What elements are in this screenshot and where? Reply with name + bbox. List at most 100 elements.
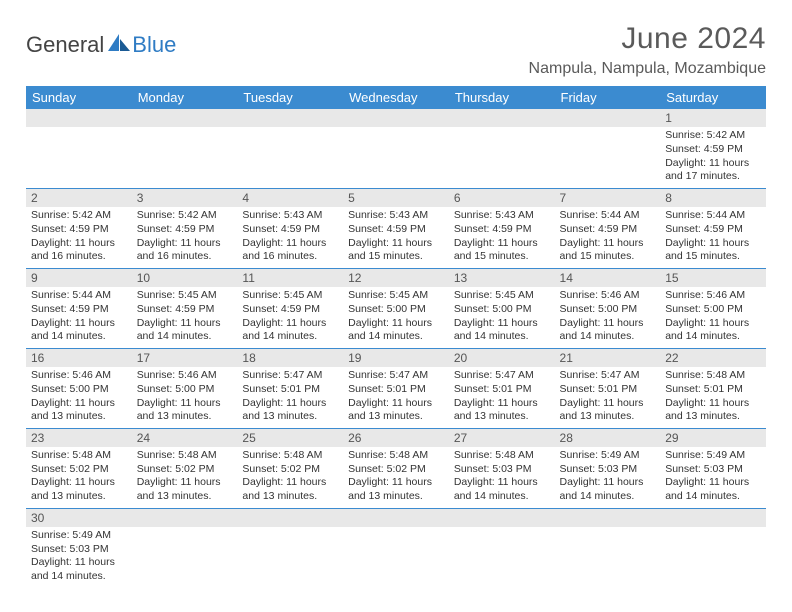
daynum: 3 xyxy=(132,189,238,207)
daynum: 1 xyxy=(660,109,766,127)
daynum: 24 xyxy=(132,429,238,447)
day-content: Sunrise: 5:45 AMSunset: 5:00 PMDaylight:… xyxy=(343,287,449,348)
logo: GeneralBlue xyxy=(26,22,176,58)
day-content: Sunrise: 5:49 AMSunset: 5:03 PMDaylight:… xyxy=(26,527,132,588)
daynum-empty xyxy=(237,509,343,527)
daynum: 29 xyxy=(660,429,766,447)
day-content: Sunrise: 5:45 AMSunset: 5:00 PMDaylight:… xyxy=(449,287,555,348)
day-content: Sunrise: 5:44 AMSunset: 4:59 PMDaylight:… xyxy=(555,207,661,268)
calendar-cell: 7Sunrise: 5:44 AMSunset: 4:59 PMDaylight… xyxy=(555,188,661,268)
day-content: Sunrise: 5:48 AMSunset: 5:02 PMDaylight:… xyxy=(237,447,343,508)
day-content: Sunrise: 5:47 AMSunset: 5:01 PMDaylight:… xyxy=(449,367,555,428)
calendar-cell: 30Sunrise: 5:49 AMSunset: 5:03 PMDayligh… xyxy=(26,508,132,587)
calendar-cell xyxy=(449,109,555,188)
calendar-cell: 3Sunrise: 5:42 AMSunset: 4:59 PMDaylight… xyxy=(132,188,238,268)
calendar-cell: 18Sunrise: 5:47 AMSunset: 5:01 PMDayligh… xyxy=(237,348,343,428)
logo-text-general: General xyxy=(26,32,104,58)
calendar-cell xyxy=(343,109,449,188)
daynum-empty xyxy=(343,509,449,527)
calendar-row: 1Sunrise: 5:42 AMSunset: 4:59 PMDaylight… xyxy=(26,109,766,188)
daynum: 21 xyxy=(555,349,661,367)
calendar-cell: 10Sunrise: 5:45 AMSunset: 4:59 PMDayligh… xyxy=(132,268,238,348)
calendar-cell: 25Sunrise: 5:48 AMSunset: 5:02 PMDayligh… xyxy=(237,428,343,508)
calendar-cell: 19Sunrise: 5:47 AMSunset: 5:01 PMDayligh… xyxy=(343,348,449,428)
col-tuesday: Tuesday xyxy=(237,86,343,109)
daynum: 8 xyxy=(660,189,766,207)
calendar-cell xyxy=(132,508,238,587)
daynum: 14 xyxy=(555,269,661,287)
calendar-cell: 29Sunrise: 5:49 AMSunset: 5:03 PMDayligh… xyxy=(660,428,766,508)
calendar-cell: 24Sunrise: 5:48 AMSunset: 5:02 PMDayligh… xyxy=(132,428,238,508)
calendar-row: 2Sunrise: 5:42 AMSunset: 4:59 PMDaylight… xyxy=(26,188,766,268)
day-content: Sunrise: 5:45 AMSunset: 4:59 PMDaylight:… xyxy=(237,287,343,348)
logo-sail-icon xyxy=(108,32,130,58)
day-content: Sunrise: 5:42 AMSunset: 4:59 PMDaylight:… xyxy=(26,207,132,268)
day-content: Sunrise: 5:47 AMSunset: 5:01 PMDaylight:… xyxy=(343,367,449,428)
calendar-cell xyxy=(555,508,661,587)
daynum-empty xyxy=(26,109,132,127)
calendar-row: 23Sunrise: 5:48 AMSunset: 5:02 PMDayligh… xyxy=(26,428,766,508)
calendar-cell: 20Sunrise: 5:47 AMSunset: 5:01 PMDayligh… xyxy=(449,348,555,428)
daynum: 20 xyxy=(449,349,555,367)
calendar-header-row: Sunday Monday Tuesday Wednesday Thursday… xyxy=(26,86,766,109)
daynum-empty xyxy=(555,509,661,527)
calendar-cell: 14Sunrise: 5:46 AMSunset: 5:00 PMDayligh… xyxy=(555,268,661,348)
day-content: Sunrise: 5:46 AMSunset: 5:00 PMDaylight:… xyxy=(555,287,661,348)
daynum: 12 xyxy=(343,269,449,287)
calendar-cell: 17Sunrise: 5:46 AMSunset: 5:00 PMDayligh… xyxy=(132,348,238,428)
day-content: Sunrise: 5:45 AMSunset: 4:59 PMDaylight:… xyxy=(132,287,238,348)
calendar-cell: 6Sunrise: 5:43 AMSunset: 4:59 PMDaylight… xyxy=(449,188,555,268)
calendar-cell: 12Sunrise: 5:45 AMSunset: 5:00 PMDayligh… xyxy=(343,268,449,348)
daynum-empty xyxy=(555,109,661,127)
col-friday: Friday xyxy=(555,86,661,109)
col-monday: Monday xyxy=(132,86,238,109)
daynum: 30 xyxy=(26,509,132,527)
daynum: 26 xyxy=(343,429,449,447)
calendar-table: Sunday Monday Tuesday Wednesday Thursday… xyxy=(26,86,766,588)
calendar-cell xyxy=(26,109,132,188)
calendar-cell: 11Sunrise: 5:45 AMSunset: 4:59 PMDayligh… xyxy=(237,268,343,348)
day-content: Sunrise: 5:43 AMSunset: 4:59 PMDaylight:… xyxy=(449,207,555,268)
daynum: 15 xyxy=(660,269,766,287)
calendar-body: 1Sunrise: 5:42 AMSunset: 4:59 PMDaylight… xyxy=(26,109,766,588)
daynum: 19 xyxy=(343,349,449,367)
daynum: 11 xyxy=(237,269,343,287)
daynum-empty xyxy=(449,109,555,127)
daynum: 2 xyxy=(26,189,132,207)
day-content: Sunrise: 5:48 AMSunset: 5:02 PMDaylight:… xyxy=(343,447,449,508)
daynum: 7 xyxy=(555,189,661,207)
day-content: Sunrise: 5:43 AMSunset: 4:59 PMDaylight:… xyxy=(237,207,343,268)
col-thursday: Thursday xyxy=(449,86,555,109)
day-content: Sunrise: 5:48 AMSunset: 5:02 PMDaylight:… xyxy=(132,447,238,508)
daynum-empty xyxy=(449,509,555,527)
daynum: 16 xyxy=(26,349,132,367)
day-content: Sunrise: 5:47 AMSunset: 5:01 PMDaylight:… xyxy=(555,367,661,428)
calendar-cell: 4Sunrise: 5:43 AMSunset: 4:59 PMDaylight… xyxy=(237,188,343,268)
calendar-cell: 16Sunrise: 5:46 AMSunset: 5:00 PMDayligh… xyxy=(26,348,132,428)
calendar-cell: 22Sunrise: 5:48 AMSunset: 5:01 PMDayligh… xyxy=(660,348,766,428)
calendar-cell xyxy=(343,508,449,587)
col-wednesday: Wednesday xyxy=(343,86,449,109)
calendar-cell xyxy=(555,109,661,188)
day-content: Sunrise: 5:48 AMSunset: 5:01 PMDaylight:… xyxy=(660,367,766,428)
daynum-empty xyxy=(132,509,238,527)
calendar-cell: 8Sunrise: 5:44 AMSunset: 4:59 PMDaylight… xyxy=(660,188,766,268)
calendar-cell: 15Sunrise: 5:46 AMSunset: 5:00 PMDayligh… xyxy=(660,268,766,348)
daynum-empty xyxy=(132,109,238,127)
location-text: Nampula, Nampula, Mozambique xyxy=(529,60,766,78)
day-content: Sunrise: 5:49 AMSunset: 5:03 PMDaylight:… xyxy=(555,447,661,508)
month-title: June 2024 xyxy=(529,22,766,56)
daynum: 18 xyxy=(237,349,343,367)
day-content: Sunrise: 5:48 AMSunset: 5:03 PMDaylight:… xyxy=(449,447,555,508)
day-content: Sunrise: 5:49 AMSunset: 5:03 PMDaylight:… xyxy=(660,447,766,508)
title-block: June 2024 Nampula, Nampula, Mozambique xyxy=(529,22,766,78)
daynum: 27 xyxy=(449,429,555,447)
calendar-cell xyxy=(449,508,555,587)
day-content: Sunrise: 5:46 AMSunset: 5:00 PMDaylight:… xyxy=(26,367,132,428)
calendar-cell: 23Sunrise: 5:48 AMSunset: 5:02 PMDayligh… xyxy=(26,428,132,508)
day-content: Sunrise: 5:43 AMSunset: 4:59 PMDaylight:… xyxy=(343,207,449,268)
calendar-cell xyxy=(237,109,343,188)
daynum-empty xyxy=(343,109,449,127)
day-content: Sunrise: 5:42 AMSunset: 4:59 PMDaylight:… xyxy=(660,127,766,188)
calendar-row: 30Sunrise: 5:49 AMSunset: 5:03 PMDayligh… xyxy=(26,508,766,587)
